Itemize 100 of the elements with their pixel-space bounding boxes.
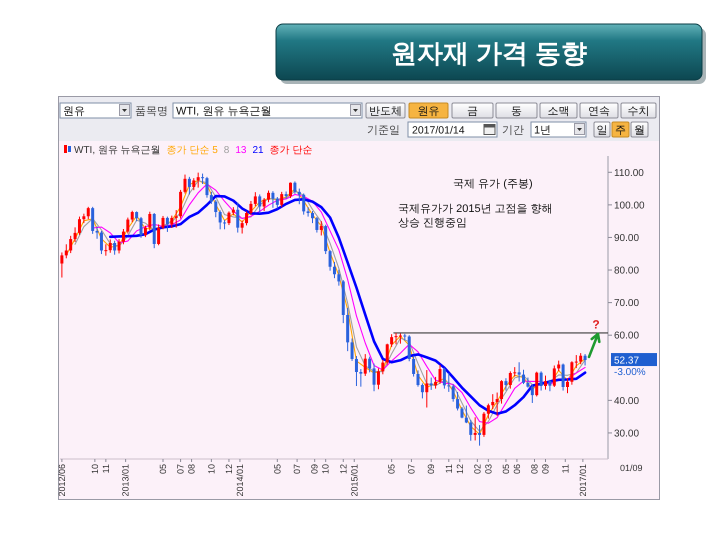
x-tick-label: 07	[176, 464, 186, 474]
candlestick	[491, 394, 494, 410]
x-tick-label: 09	[426, 464, 436, 474]
candlestick	[135, 210, 138, 222]
x-tick-label: 10	[320, 464, 331, 474]
text: 품목명	[135, 106, 168, 118]
candlestick	[218, 210, 222, 230]
candlestick	[452, 384, 455, 402]
candlestick	[223, 219, 226, 230]
candlestick	[91, 206, 94, 234]
candlestick	[408, 334, 411, 362]
text: 52.37	[614, 356, 640, 367]
candlestick	[96, 226, 99, 240]
candlestick	[376, 368, 380, 390]
candlestick	[548, 379, 552, 392]
candlestick	[368, 356, 372, 373]
candlestick	[394, 332, 398, 345]
candlestick	[390, 334, 394, 348]
x-tick-label: 2017/01	[578, 464, 588, 497]
text: 소맥	[548, 106, 570, 118]
candlestick	[320, 220, 323, 236]
candlestick	[126, 217, 130, 234]
y-tick-label: 30.00	[614, 428, 640, 440]
candlestick	[337, 269, 340, 286]
x-tick-label: 2015/01	[349, 464, 360, 497]
candlestick	[315, 216, 318, 234]
text: 13	[235, 145, 247, 156]
text: 주	[615, 124, 626, 136]
x-tick-label: 07	[292, 464, 302, 474]
x-tick-label: 02	[472, 464, 482, 474]
candlestick	[430, 377, 433, 390]
x-tick-label: 11	[444, 464, 454, 474]
text: 종가 단순 5	[166, 145, 218, 156]
candlestick	[262, 198, 266, 212]
candlestick	[201, 173, 204, 185]
candlestick	[460, 406, 464, 419]
candlestick	[350, 338, 354, 362]
candlestick	[130, 210, 134, 223]
y-tick-label: 90.00	[614, 232, 640, 244]
text: 국제 유가 (주봉)	[453, 178, 533, 190]
text: 수치	[628, 106, 650, 118]
x-tick-label: 05	[272, 464, 282, 474]
candlestick	[416, 370, 420, 388]
candlestick	[478, 424, 482, 446]
candlestick	[420, 382, 424, 399]
candlestick	[157, 224, 160, 246]
text: 월	[634, 124, 645, 136]
x-tick-label: 10	[206, 464, 216, 474]
candlestick	[293, 180, 296, 194]
candlestick	[535, 371, 538, 397]
candlestick	[140, 216, 143, 238]
candlestick	[381, 359, 384, 375]
candlestick	[456, 391, 460, 411]
candlestick	[170, 215, 174, 229]
candlestick	[249, 200, 252, 216]
x-tick-label: 03	[483, 464, 494, 474]
text: 연속	[588, 106, 610, 118]
candlestick	[122, 228, 125, 245]
candlestick	[584, 354, 587, 366]
candlestick	[205, 176, 208, 198]
candlestick	[566, 378, 569, 394]
x-tick-label: 07	[406, 464, 416, 474]
candlestick	[540, 370, 543, 392]
candlestick	[267, 190, 270, 203]
x-tick-label: 12	[454, 464, 465, 474]
x-tick-label: 05	[386, 464, 397, 474]
text: 기준일	[367, 124, 400, 136]
candlestick	[78, 216, 81, 236]
x-tick-label: 09	[310, 464, 320, 474]
candlestick	[302, 192, 306, 216]
candlestick	[298, 188, 301, 205]
chart-title: 원자재 가격 동향	[390, 38, 588, 68]
candlestick	[530, 384, 534, 404]
candlestick	[271, 190, 274, 208]
candlestick	[108, 238, 112, 254]
x-tick-label: 08	[186, 464, 197, 474]
y-tick-label: 60.00	[614, 330, 640, 342]
candlestick	[64, 244, 68, 259]
text: -3.00%	[614, 367, 646, 378]
candlestick	[174, 210, 178, 228]
candlestick	[118, 238, 121, 254]
text: 21	[252, 145, 264, 156]
x-tick-label: 2014/01	[234, 464, 245, 497]
text: 1년	[534, 124, 552, 136]
candlestick	[552, 364, 556, 388]
candlestick	[214, 199, 218, 218]
candlestick	[196, 172, 200, 188]
text: 반도체	[369, 106, 402, 118]
candlestick	[562, 363, 565, 392]
candlestick	[236, 202, 240, 234]
text: 원유	[418, 106, 440, 118]
text: WTI, 원유 뉴욕근월	[176, 106, 272, 118]
candlestick	[442, 367, 446, 390]
candlestick	[183, 174, 186, 194]
x-tick-label: 12	[338, 464, 348, 474]
candlestick	[306, 206, 310, 218]
candlestick	[412, 355, 416, 378]
candlestick	[227, 210, 230, 226]
candlestick	[469, 419, 472, 442]
y-tick-label: 110.00	[614, 168, 644, 179]
